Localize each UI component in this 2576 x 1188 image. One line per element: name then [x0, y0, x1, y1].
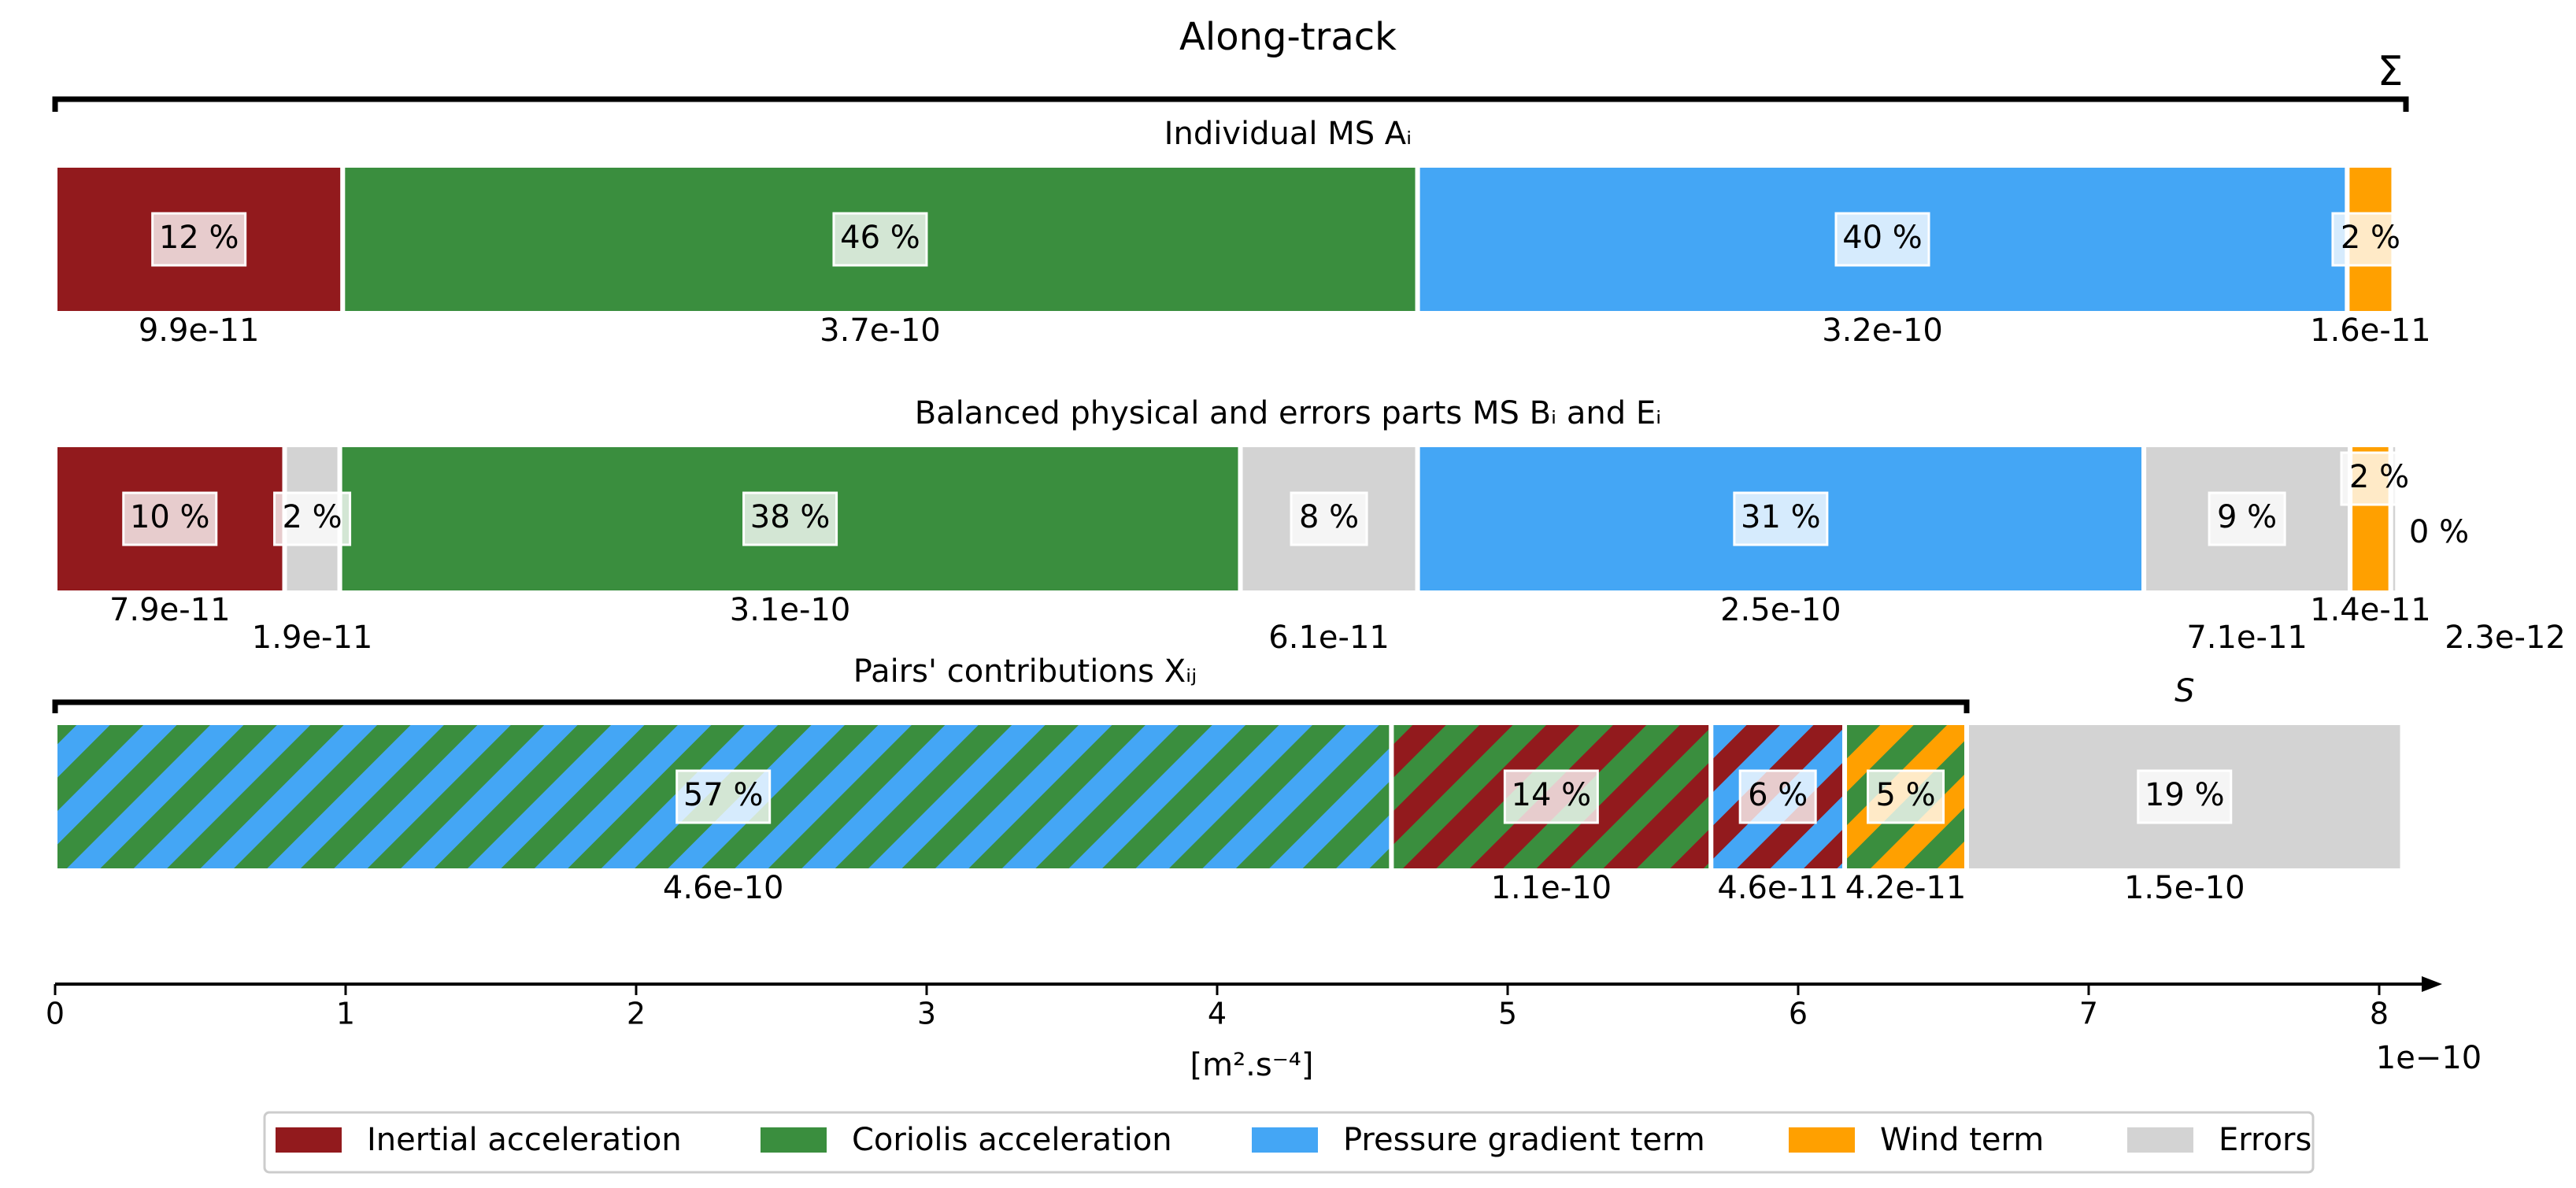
pct-label: 10 %: [130, 499, 210, 535]
value-label: 1.4e-11: [2310, 592, 2431, 628]
value-label: 1.5e-10: [2124, 870, 2245, 906]
value-label: 1.6e-11: [2310, 313, 2431, 349]
row-label-pairs: Pairs' contributions Xᵢⱼ: [853, 653, 1197, 690]
pct-label-box: [1834, 212, 1930, 267]
x-tick-label: 4: [1208, 997, 1227, 1031]
pct-label-box: [1738, 769, 1817, 824]
x-tick-label: 5: [1498, 997, 1517, 1031]
pct-label-box: [2340, 451, 2419, 506]
legend-swatch-errors: [2127, 1127, 2193, 1153]
row-label-1: Balanced physical and errors parts MS Bᵢ…: [915, 395, 1662, 431]
pct-label: 8 %: [1299, 499, 1359, 535]
chart-title: Along-track: [1179, 15, 1397, 59]
bar-segment: [1238, 442, 1420, 595]
bar-segment: [1389, 720, 1714, 873]
pct-label: 46 %: [840, 220, 920, 256]
pct-label-box: [273, 491, 352, 546]
pct-label-box: [2137, 769, 2233, 824]
pct-label-box: [1290, 491, 1368, 546]
value-label: 2.3e-12: [2445, 620, 2566, 656]
x-tick-label: 2: [627, 997, 646, 1031]
value-label: 9.9e-11: [139, 313, 260, 349]
value-label: 3.7e-10: [820, 313, 941, 349]
x-axis-label: [m².s⁻⁴]: [1190, 1047, 1314, 1083]
value-label: 4.2e-11: [1845, 870, 1967, 906]
value-label: 3.2e-10: [1822, 313, 1943, 349]
pct-label: 2 %: [2349, 459, 2409, 495]
pct-label-box: [2208, 491, 2286, 546]
pct-label: 12 %: [159, 220, 239, 256]
pct-label: 40 %: [1842, 220, 1923, 256]
x-tick-label: 3: [917, 997, 936, 1031]
legend-swatch-coriolis: [761, 1127, 827, 1153]
sum-bracket: [52, 96, 2409, 112]
pct-label-box: [2331, 212, 2410, 267]
x-tick-label: 7: [2079, 997, 2098, 1031]
x-tick-label: 0: [46, 997, 65, 1031]
pct-label: 19 %: [2145, 777, 2225, 813]
value-label: 7.9e-11: [109, 592, 231, 628]
legend-label-coriolis: Coriolis acceleration: [852, 1122, 1172, 1158]
pct-label: 0 %: [2409, 514, 2469, 550]
x-scale-label: 1e−10: [2376, 1040, 2482, 1076]
value-label: 2.5e-10: [1720, 592, 1841, 628]
value-label: 1.1e-10: [1491, 870, 1612, 906]
x-axis-arrow: [2422, 976, 2442, 992]
bar-segment: [2388, 442, 2400, 595]
pct-label-box: [742, 491, 838, 546]
pct-label-box: [151, 212, 247, 267]
pct-label: 2 %: [282, 499, 342, 535]
legend-label-inertial: Inertial acceleration: [367, 1122, 682, 1158]
x-tick-label: 6: [1789, 997, 1808, 1031]
row-label-0: Individual MS Aᵢ: [1164, 116, 1412, 152]
value-label: 6.1e-11: [1268, 620, 1390, 656]
pct-label-box: [1503, 769, 1599, 824]
legend-label-errors: Errors: [2219, 1122, 2311, 1158]
pct-label: 5 %: [1875, 777, 1935, 813]
value-label: 4.6e-11: [1717, 870, 1838, 906]
pct-label-box: [1733, 491, 1829, 546]
x-tick-label: 8: [2370, 997, 2389, 1031]
pct-label-box: [675, 769, 772, 824]
legend-label-pressure: Pressure gradient term: [1343, 1122, 1705, 1158]
legend-swatch-wind: [1789, 1127, 1855, 1153]
pct-label: 38 %: [750, 499, 831, 535]
pct-label: 9 %: [2217, 499, 2277, 535]
row-label-s: S: [2174, 673, 2194, 709]
pct-label-box: [122, 491, 218, 546]
legend-swatch-pressure: [1252, 1127, 1318, 1153]
legend-label-wind: Wind term: [1880, 1122, 2044, 1158]
value-label: 4.6e-10: [663, 870, 784, 906]
pct-label-box: [832, 212, 928, 267]
value-label: 3.1e-10: [730, 592, 851, 628]
pct-label-box: [1867, 769, 1945, 824]
sum-symbol: Σ: [2378, 48, 2404, 95]
pct-label: 2 %: [2341, 220, 2400, 256]
x-tick-label: 1: [336, 997, 355, 1031]
pct-label: 14 %: [1512, 777, 1592, 813]
value-label: 7.1e-11: [2186, 620, 2308, 656]
pct-label: 6 %: [1748, 777, 1808, 813]
pct-label: 31 %: [1741, 499, 1821, 535]
pairs-bracket: [52, 699, 1970, 713]
legend-swatch-inertial: [276, 1127, 342, 1153]
pct-label: 57 %: [683, 777, 764, 813]
value-label: 1.9e-11: [252, 620, 373, 656]
